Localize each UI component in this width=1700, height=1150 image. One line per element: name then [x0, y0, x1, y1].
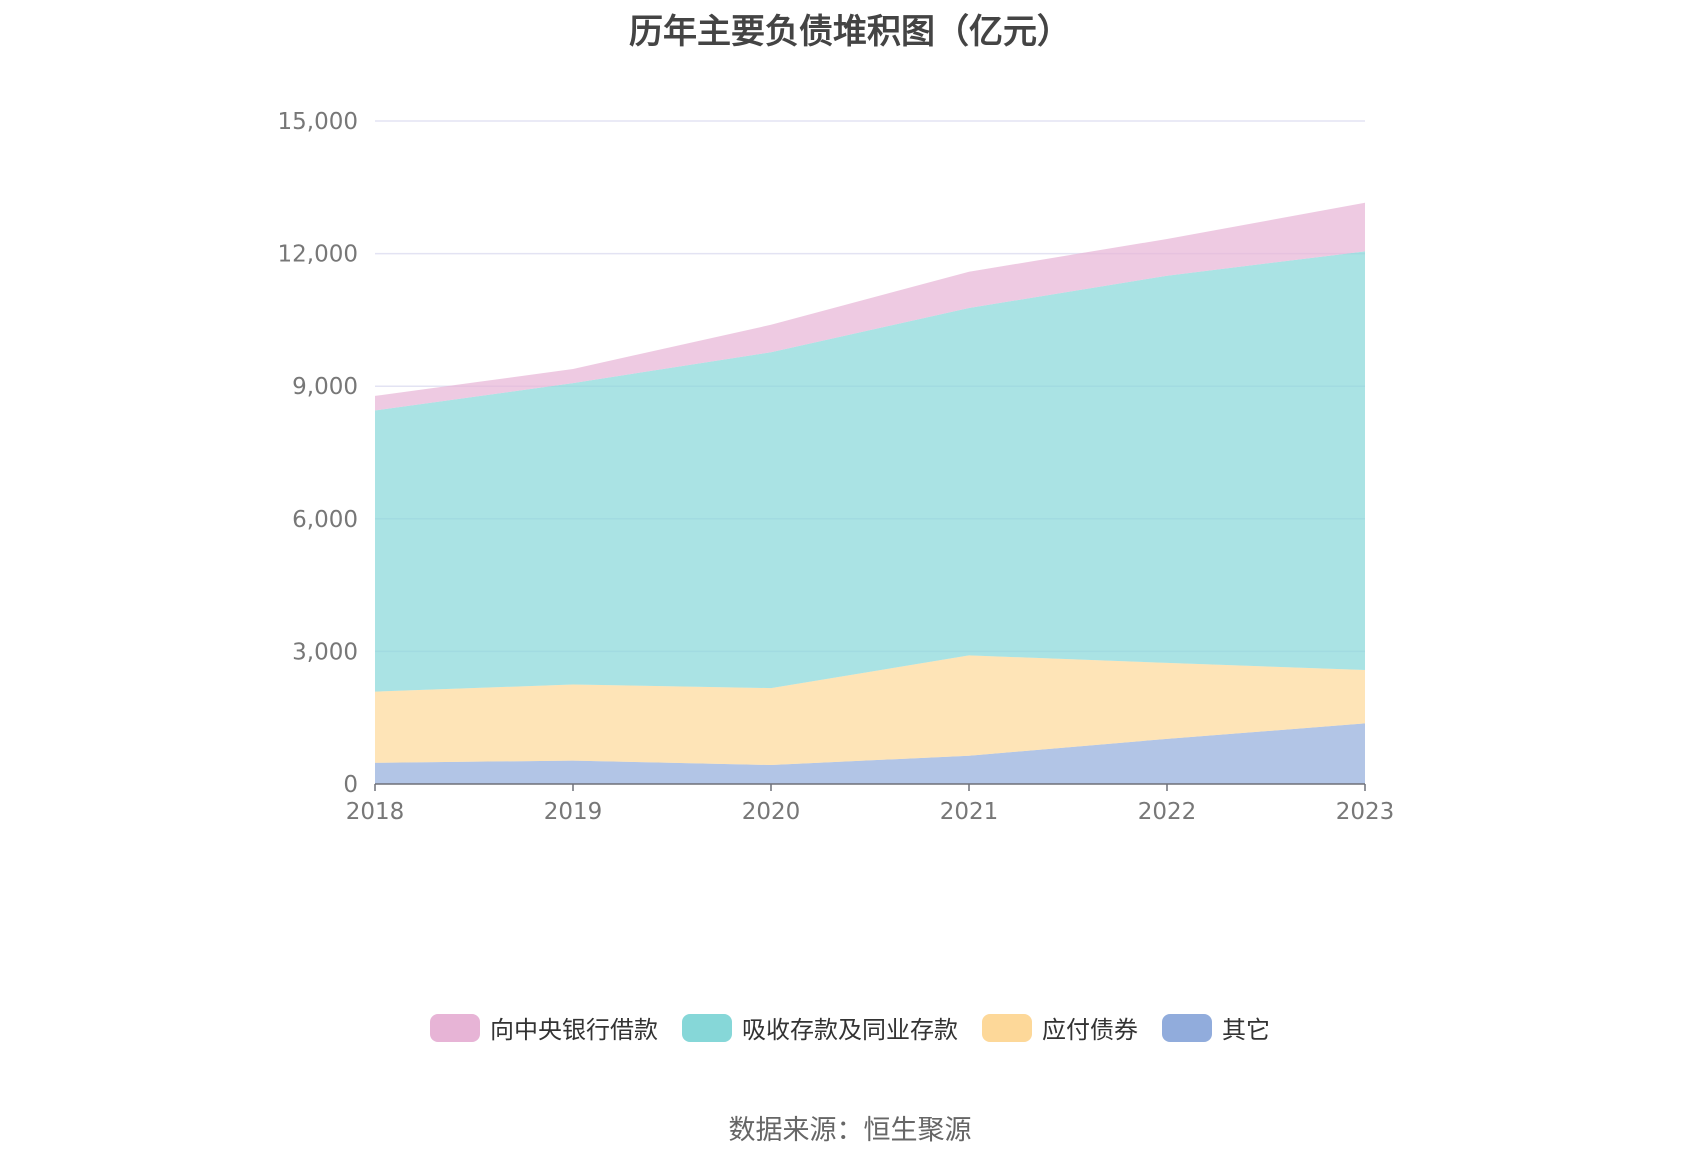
legend-swatch [682, 1013, 732, 1042]
area-向中央银行借款 [375, 202, 1365, 411]
area-series [375, 202, 1365, 784]
x-tick-label: 2023 [1336, 799, 1395, 825]
y-tick-label: 12,000 [278, 242, 358, 268]
y-tick-label: 9,000 [292, 374, 358, 400]
y-tick-label: 0 [343, 772, 358, 798]
legend-label: 应付债券 [1042, 1016, 1138, 1044]
legend-label: 其它 [1222, 1016, 1270, 1044]
legend-item[interactable]: 应付债券 [982, 1010, 1138, 1045]
x-tick-label: 2018 [346, 799, 405, 825]
area-应付债券 [375, 655, 1365, 765]
legend-label: 向中央银行借款 [490, 1016, 658, 1044]
legend-item[interactable]: 向中央银行借款 [430, 1010, 658, 1045]
legend-swatch [430, 1013, 480, 1042]
area-吸收存款及同业存款 [375, 251, 1365, 692]
y-tick-label: 15,000 [278, 109, 358, 135]
area-其它 [375, 723, 1365, 784]
legend-item[interactable]: 其它 [1162, 1010, 1270, 1045]
chart-title: 历年主要负债堆积图（亿元） [629, 12, 1071, 52]
legend-swatch [1162, 1013, 1212, 1042]
data-source: 数据来源：恒生聚源 [728, 1115, 972, 1146]
y-tick-label: 3,000 [292, 639, 358, 665]
x-tick-label: 2019 [544, 799, 603, 825]
x-tick-label: 2022 [1138, 799, 1197, 825]
y-axis-ticks: 0 3,000 6,000 9,000 12,000 15,000 [278, 109, 358, 798]
legend-swatch [982, 1013, 1032, 1042]
legend-item[interactable]: 吸收存款及同业存款 [682, 1010, 958, 1045]
x-axis-ticks: 2018 2019 2020 2021 2022 2023 [346, 784, 1395, 825]
x-tick-label: 2020 [742, 799, 801, 825]
legend: 向中央银行借款 吸收存款及同业存款 应付债券 其它 [0, 1010, 1700, 1045]
y-tick-label: 6,000 [292, 507, 358, 533]
x-tick-label: 2021 [940, 799, 999, 825]
legend-label: 吸收存款及同业存款 [742, 1016, 958, 1044]
